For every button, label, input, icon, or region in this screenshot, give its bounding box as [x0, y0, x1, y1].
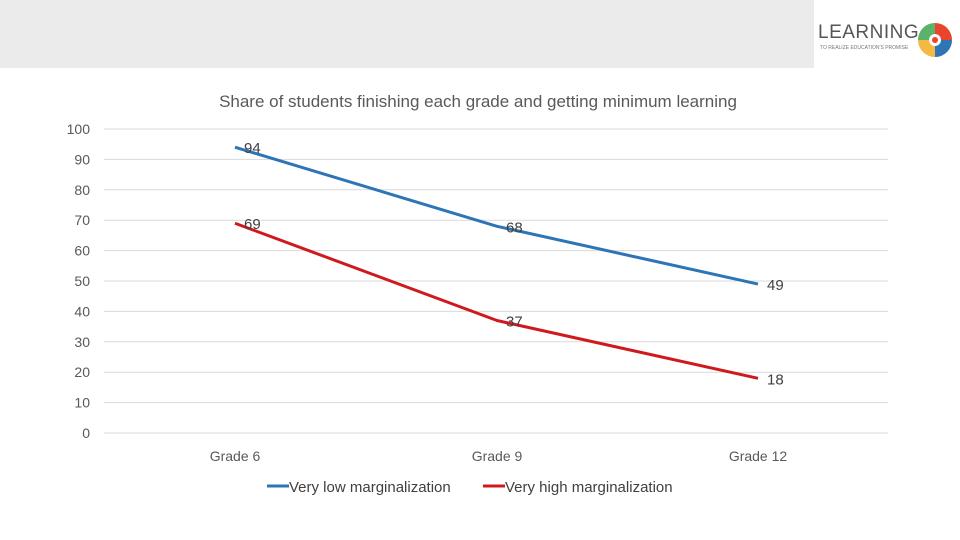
logo-mark-icon	[918, 23, 952, 57]
y-tick-label: 0	[82, 425, 90, 441]
y-tick-label: 100	[67, 121, 91, 137]
data-label: 94	[244, 140, 261, 157]
learning-logo: LEARNING TO REALIZE EDUCATION'S PROMISE	[814, 0, 960, 68]
legend-label: Very low marginalization	[289, 479, 451, 496]
y-axis-ticks: 0 10 20 30 40 50 60 70 80 90 100	[67, 121, 91, 441]
y-tick-label: 80	[74, 182, 90, 198]
y-tick-label: 20	[74, 364, 90, 380]
y-tick-label: 30	[74, 334, 90, 350]
data-label: 18	[767, 371, 784, 388]
y-tick-label: 90	[74, 151, 90, 167]
y-tick-label: 60	[74, 243, 90, 259]
series-line	[234, 145, 759, 286]
x-tick-label: Grade 9	[472, 448, 523, 464]
data-label: 69	[244, 216, 261, 233]
y-tick-label: 40	[74, 303, 90, 319]
gridlines	[104, 128, 888, 434]
y-tick-label: 10	[74, 395, 90, 411]
logo-tagline: TO REALIZE EDUCATION'S PROMISE	[820, 45, 909, 51]
data-label: 37	[506, 314, 523, 331]
data-label: 68	[506, 219, 523, 236]
header-band	[0, 0, 960, 68]
series-lines	[234, 145, 759, 380]
y-tick-label: 50	[74, 273, 90, 289]
chart-title: Share of students finishing each grade a…	[219, 92, 737, 111]
data-label: 49	[767, 277, 784, 294]
data-labels: 94 68 49 69 37 18	[244, 140, 784, 388]
x-tick-label: Grade 12	[729, 448, 788, 464]
y-tick-label: 70	[74, 212, 90, 228]
legend: Very low marginalization Very high margin…	[267, 479, 673, 496]
x-tick-label: Grade 6	[210, 448, 261, 464]
series-line	[234, 221, 759, 380]
x-axis-ticks: Grade 6 Grade 9 Grade 12	[210, 448, 788, 464]
logo-wordmark: LEARNING	[818, 22, 920, 43]
legend-label: Very high marginalization	[505, 479, 673, 496]
